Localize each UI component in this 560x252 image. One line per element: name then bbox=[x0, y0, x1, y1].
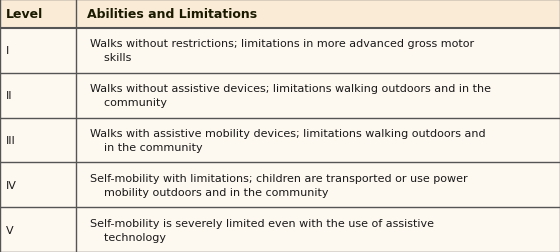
Bar bbox=[0, 0, 560, 29]
Text: Self-mobility with limitations; children are transported or use power
    mobili: Self-mobility with limitations; children… bbox=[90, 173, 467, 197]
Text: III: III bbox=[6, 136, 15, 145]
Bar bbox=[0, 29, 560, 74]
Text: Self-mobility is severely limited even with the use of assistive
    technology: Self-mobility is severely limited even w… bbox=[90, 218, 433, 242]
Bar bbox=[0, 163, 560, 207]
Bar bbox=[0, 74, 560, 118]
Text: Walks without restrictions; limitations in more advanced gross motor
    skills: Walks without restrictions; limitations … bbox=[90, 39, 474, 63]
Text: I: I bbox=[6, 46, 9, 56]
Text: Abilities and Limitations: Abilities and Limitations bbox=[87, 8, 257, 21]
Text: IV: IV bbox=[6, 180, 16, 190]
Text: Walks without assistive devices; limitations walking outdoors and in the
    com: Walks without assistive devices; limitat… bbox=[90, 84, 491, 108]
Text: Walks with assistive mobility devices; limitations walking outdoors and
    in t: Walks with assistive mobility devices; l… bbox=[90, 129, 485, 152]
Bar bbox=[0, 118, 560, 163]
Text: Level: Level bbox=[6, 8, 43, 21]
Text: V: V bbox=[6, 225, 13, 235]
Text: II: II bbox=[6, 91, 12, 101]
Bar bbox=[0, 207, 560, 252]
